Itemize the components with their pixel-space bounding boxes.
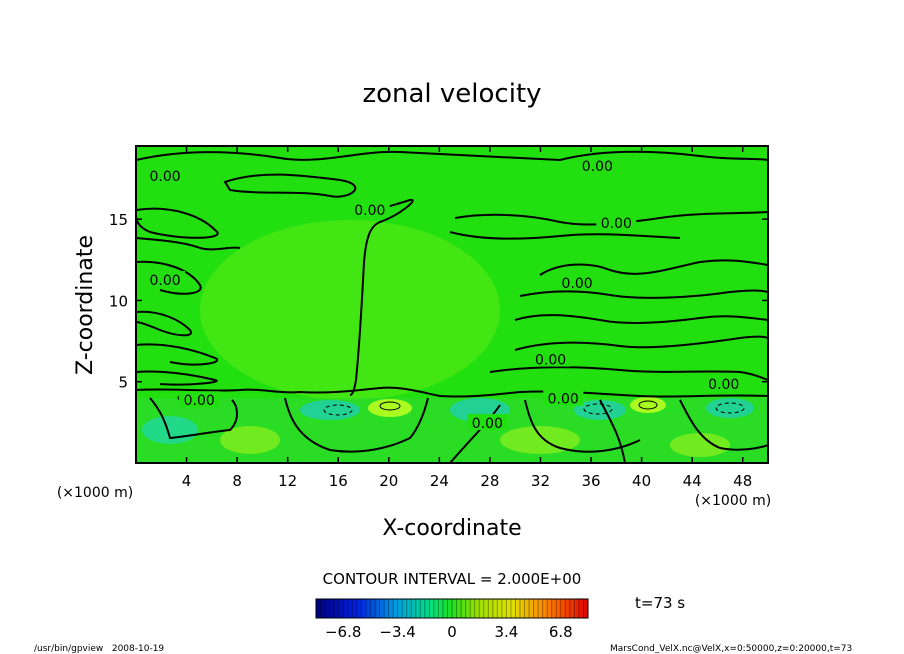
x-tick-label: 44 [683, 472, 702, 490]
contour-line [539, 259, 768, 276]
x-tick-label: 12 [278, 472, 297, 490]
colorbar-tick-label: 6.8 [549, 623, 573, 641]
contour-line [136, 150, 768, 162]
field-cell-1 [142, 416, 198, 444]
x-unit-left: (×1000 m) [57, 485, 133, 501]
contour-lines [136, 150, 768, 463]
colorbar-gradient [315, 598, 589, 619]
x-tick-label: 20 [379, 472, 398, 490]
contour-label: 0.00 [562, 276, 593, 292]
chart-title: zonal velocity [362, 79, 541, 109]
contour-label-bg [577, 157, 618, 174]
contour-label-bg [179, 391, 220, 408]
footer-right: MarsCond_VelX.nc@VelX,x=0:50000,z=0:2000… [610, 644, 852, 654]
y-axis: 5 10 15 [109, 211, 768, 392]
x-unit-right: (×1000 m) [695, 493, 771, 509]
contour-line [514, 335, 768, 351]
x-tick-label: 4 [182, 472, 192, 490]
x-tick-label: 48 [733, 472, 752, 490]
colorbar-tick-label: 0 [447, 623, 457, 641]
contour-line [136, 207, 219, 239]
contour-label-bg [349, 201, 390, 218]
contour-label: 0.00 [184, 393, 215, 409]
contour-label-bg [557, 274, 598, 291]
contour-label-bg [596, 214, 637, 231]
positive-contour [379, 401, 401, 411]
x-tick-label: 32 [531, 472, 550, 490]
negative-contour [583, 403, 613, 415]
contour-line [136, 343, 219, 366]
field-cell-5 [574, 400, 626, 420]
negative-contour [715, 402, 745, 414]
x-tick-label: 40 [632, 472, 651, 490]
y-axis-label: Z-coordinate [73, 235, 98, 375]
contour-line [514, 314, 768, 325]
colorbar-tick-label: 3.4 [494, 623, 518, 641]
contour-label: 0.00 [472, 416, 503, 432]
contour-line [136, 370, 218, 386]
contour-line [136, 237, 241, 251]
x-tick-label: 28 [480, 472, 499, 490]
contour-label-bg [145, 270, 186, 287]
contour-label-bg [467, 413, 508, 430]
plot-frame [135, 145, 769, 464]
colorbar-tick-label: −6.8 [325, 623, 361, 641]
contour-line [223, 173, 357, 198]
field-cell-8 [220, 426, 280, 454]
field-cell-6 [630, 397, 666, 413]
contour-line [519, 289, 768, 299]
contour-interval: CONTOUR INTERVAL = 2.000E+00 [323, 570, 582, 588]
negative-contours [323, 402, 745, 416]
x-tick-label: 24 [430, 472, 449, 490]
contour-label: 0.00 [535, 353, 566, 369]
x-axis: 4 8 12 16 20 24 28 32 36 40 44 48 [182, 146, 752, 490]
contour-label: 0.00 [149, 273, 180, 289]
colorbar-stripes [315, 599, 589, 618]
contour-label-bg [145, 166, 186, 183]
field-cell-3 [368, 399, 412, 417]
colorbar [315, 598, 589, 619]
contour-label-bg [530, 350, 571, 367]
contour-line [449, 231, 681, 240]
contour-line [136, 386, 768, 398]
contour-line [449, 404, 501, 463]
contour-label-bg [703, 374, 744, 391]
contour-line [679, 399, 768, 451]
y-tick-label: 15 [109, 211, 128, 229]
x-tick-label: 8 [232, 472, 242, 490]
field-central-plume [200, 220, 500, 400]
y-tick-label: 5 [118, 374, 128, 392]
negative-contour [323, 404, 353, 416]
colorbar-tick-label: −3.4 [379, 623, 415, 641]
field-cell-2 [300, 400, 360, 420]
contour-label-bg [543, 389, 584, 406]
contour-label: 0.00 [708, 377, 739, 393]
contour-label: 0.00 [601, 216, 632, 232]
time-label: t=73 s [635, 594, 685, 612]
contour-labels: 0.00 0.00 0.00 0.00 0.00 0.00 0.00 0.00 0.00 0.00… [145, 157, 744, 432]
field-cell-7 [706, 398, 754, 418]
colorbar-labels: −6.8 −3.4 0 3.4 6.8 [325, 623, 573, 641]
positive-contour [638, 400, 658, 410]
field-cell-10 [670, 433, 730, 457]
footer-left: /usr/bin/gpview 2008-10-19 [34, 644, 164, 654]
contour-line [136, 310, 193, 337]
contour-line [149, 397, 238, 440]
y-tick-label: 10 [109, 292, 128, 310]
contour-line [284, 397, 429, 453]
x-axis-label: X-coordinate [382, 516, 521, 541]
x-tick-label: 36 [581, 472, 600, 490]
contour-line [599, 399, 626, 463]
contour-label: 0.00 [149, 169, 180, 185]
plot-area: 0.00 0.00 0.00 0.00 0.00 0.00 0.00 0.00 0.00 0.00… [136, 146, 768, 463]
contour-line [349, 198, 414, 396]
contour-label: 0.00 [582, 159, 613, 175]
contour-label: 0.00 [548, 392, 579, 408]
contour-line [136, 260, 202, 295]
x-tick-label: 16 [329, 472, 348, 490]
contour-label: 0.00 [354, 203, 385, 219]
contour-line [489, 366, 768, 381]
